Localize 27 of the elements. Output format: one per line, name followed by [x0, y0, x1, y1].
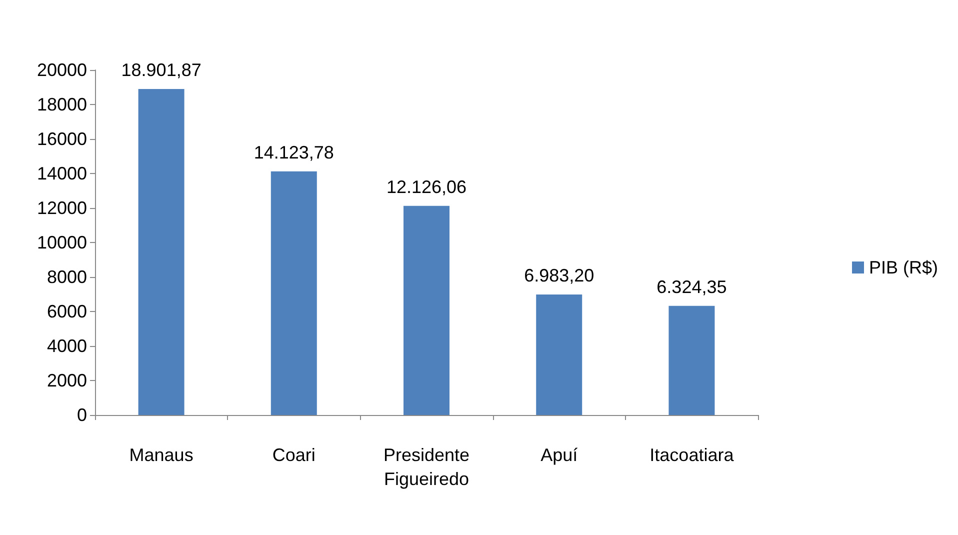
data-label: 6.983,20 — [524, 266, 594, 286]
data-label: 18.901,87 — [121, 60, 202, 80]
x-tick-label: Presidente Figueiredo — [383, 445, 470, 489]
x-tick-label: Manaus — [129, 445, 194, 465]
y-tick-label: 14000 — [36, 164, 87, 184]
y-tick-label: 18000 — [36, 94, 87, 114]
data-label: 12.126,06 — [386, 176, 467, 197]
bar — [270, 171, 317, 415]
y-tick-label: 2000 — [46, 370, 87, 390]
bar — [138, 88, 184, 415]
y-tick-label: 20000 — [36, 60, 87, 80]
bar — [536, 294, 582, 415]
data-label: 14.123,78 — [254, 142, 334, 162]
y-tick-label: 8000 — [46, 267, 87, 287]
bar — [668, 306, 715, 415]
x-tick-label: Apuí — [540, 445, 578, 465]
y-tick-label: 6000 — [46, 302, 87, 322]
y-tick-label: 10000 — [36, 232, 87, 252]
bar — [404, 206, 450, 415]
y-tick-label: 4000 — [46, 336, 87, 356]
x-tick-label: Coari — [272, 445, 316, 465]
y-tick-label: 12000 — [36, 198, 87, 218]
data-label: 6.324,35 — [656, 276, 727, 297]
legend-label: PIB (R$) — [868, 258, 938, 278]
y-tick-label: 0 — [76, 405, 87, 425]
y-tick-label: 16000 — [36, 129, 87, 149]
x-tick-label: Itacoatiara — [650, 445, 735, 465]
